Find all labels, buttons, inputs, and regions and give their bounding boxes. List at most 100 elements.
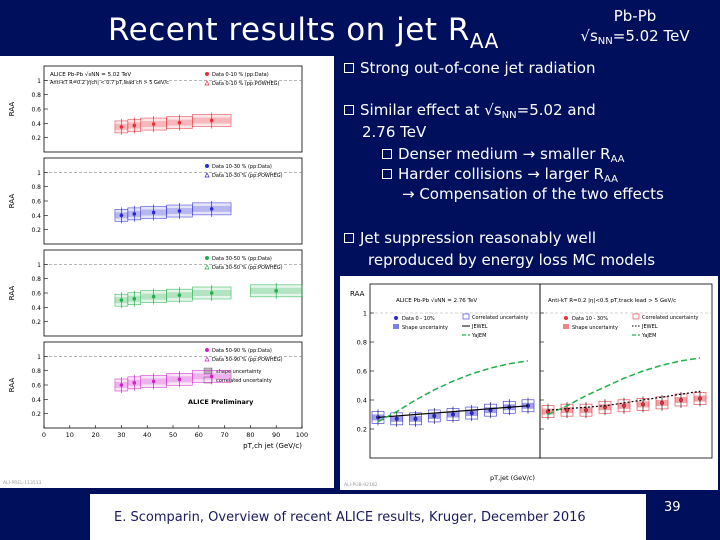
- y-tick-label: 0.8: [31, 368, 41, 375]
- legend-entry-data: Data 30-50 % (pp:Data): [212, 256, 272, 262]
- legend-entry-yajem: YaJEM: [641, 333, 656, 339]
- bullet-2-text: Similar effect at √s: [360, 101, 502, 119]
- bullet-2-subscript: NN: [501, 110, 517, 121]
- bullet-3: Jet suppression reasonably well: [344, 228, 596, 248]
- bullet-box-icon: [382, 169, 392, 179]
- data-point: [394, 416, 399, 421]
- legend-entry-shape: Shape uncertainty: [402, 325, 448, 331]
- data-point: [151, 294, 156, 299]
- x-tick-label: 90: [272, 431, 280, 439]
- bullet-box-icon: [344, 63, 354, 73]
- data-point: [209, 374, 214, 379]
- y-tick-label: 0.6: [31, 383, 41, 390]
- bullet-2b: Harder collisions → larger RAA: [382, 164, 618, 187]
- slide-title-main: Recent results on jet R: [108, 12, 470, 48]
- legend-box-shape: [563, 324, 569, 329]
- footer: E. Scomparin, Overview of recent ALICE r…: [90, 494, 646, 540]
- chart-annotation: Anti-kT R=0.2 |ηch| < 0.7 pT,lead ch > 5…: [50, 80, 169, 86]
- bullet-2b-text: Harder collisions → larger R: [398, 165, 604, 183]
- legend-marker-mc: [204, 172, 210, 178]
- y-tick-label: 0.8: [357, 339, 367, 347]
- bullet-2a-text: Denser medium → smaller R: [398, 145, 611, 163]
- legend-entry-yajem: YaJEM: [471, 333, 486, 339]
- figure-id: ALI-PUB-92182: [344, 482, 378, 488]
- y-tick-label: 0.4: [31, 213, 41, 220]
- data-point: [413, 416, 418, 421]
- data-point: [698, 396, 702, 401]
- x-tick-label: 60: [195, 431, 203, 439]
- data-point: [132, 212, 137, 216]
- y-tick-label: 0.2: [31, 319, 41, 326]
- legend-entry-data: Data 10-30 % (pp:Data): [212, 164, 272, 170]
- y-tick-label: 0.2: [31, 227, 41, 234]
- data-point: [177, 209, 182, 213]
- x-tick-label: 40: [143, 431, 151, 439]
- legend-entry-data: Data 50-90 % (pp:Data): [212, 348, 272, 354]
- energy-system: Pb-Pb: [613, 7, 657, 25]
- energy-sqrt: √s: [580, 27, 598, 45]
- y-tick-label: 0.2: [357, 426, 367, 434]
- legend-entry-corr: correlated uncertainty: [216, 378, 272, 384]
- legend-marker-data: [564, 316, 568, 320]
- legend-entry-jewel: JEWEL: [471, 324, 488, 330]
- bullet-2-cont: 2.76 TeV: [362, 123, 427, 141]
- bullet-3-cont: reproduced by energy loss MC models: [368, 251, 656, 269]
- legend-box-corr: [632, 313, 640, 320]
- y-tick-label: 0.2: [31, 411, 41, 418]
- x-tick-label: 10: [66, 431, 74, 439]
- y-axis-label: RAA: [8, 194, 16, 209]
- y-tick-label: 0.4: [31, 121, 41, 128]
- energy-subscript: NN: [597, 36, 613, 47]
- y-tick-label: 0.2: [31, 135, 41, 142]
- energy-label: Pb-Pb √sNN=5.02 TeV: [560, 6, 710, 49]
- y-axis-label: RAA: [8, 286, 16, 301]
- bullet-box-icon: [344, 105, 354, 115]
- data-point: [151, 379, 156, 384]
- y-tick-label: 0.4: [31, 397, 41, 404]
- panel-frame: [539, 283, 713, 459]
- legend-entry-mc: Data 30-50 % (pp:POWHEG): [212, 265, 283, 271]
- panel-frame: [369, 283, 541, 459]
- y-tick-label: 0.6: [31, 291, 41, 298]
- data-point: [274, 289, 279, 293]
- jewel-curve: [377, 405, 529, 418]
- x-tick-label: 50: [169, 431, 177, 439]
- chart-annotation: Anti-kT R=0.2 |η|<0.5 pT,track lead > 5 …: [548, 298, 676, 304]
- slide-title: Recent results on jet RAA: [108, 12, 499, 53]
- legend-marker-data: [394, 316, 398, 320]
- y-axis-label: RAA: [8, 378, 16, 393]
- legend-marker-mc: [204, 264, 210, 270]
- energy-value: =5.02 TeV: [612, 27, 690, 45]
- data-point: [641, 402, 645, 407]
- legend-box-shape: [393, 324, 399, 329]
- legend-marker-data: [205, 256, 209, 260]
- legend-marker-mc: [204, 80, 210, 86]
- data-point: [209, 207, 214, 211]
- bullet-2-text-end: =5.02 and: [516, 101, 596, 119]
- data-point: [132, 296, 137, 301]
- x-tick-label: 20: [91, 431, 99, 439]
- x-tick-label: 100: [296, 431, 308, 439]
- y-tick-label: 0.4: [31, 305, 41, 312]
- bullet-box-icon: [344, 233, 354, 243]
- legend-box-corr: [462, 313, 470, 320]
- y-tick-label: 0.4: [357, 397, 367, 405]
- data-point: [177, 293, 182, 297]
- bullet-3-text: Jet suppression reasonably well: [360, 229, 597, 247]
- chart-title: ALICE Pb-Pb √sNN = 2.76 TeV: [396, 297, 477, 304]
- y-tick-label: 0.6: [357, 368, 367, 376]
- y-tick-label: 0.6: [31, 107, 41, 114]
- data-point: [432, 413, 437, 418]
- legend-entry-mc: Data 10-30 % (pp:POWHEG): [212, 173, 283, 179]
- bullet-2a: Denser medium → smaller RAA: [382, 144, 625, 167]
- data-point: [209, 118, 214, 123]
- y-tick-label: 1: [37, 78, 41, 85]
- bullet-2b-subscript: AA: [603, 174, 618, 185]
- figure-id: ALI-PREL-113513: [3, 480, 42, 486]
- data-point: [119, 125, 124, 129]
- panel-frame: [43, 65, 303, 153]
- legend-marker-mc: [204, 356, 210, 362]
- data-point: [660, 400, 664, 405]
- figure-raa-276tev: RAA 0.2 0.4 0.6 0.8 1 ALICE Pb-Pb √sNN = 2.76 …: [340, 276, 718, 490]
- data-point: [119, 213, 124, 218]
